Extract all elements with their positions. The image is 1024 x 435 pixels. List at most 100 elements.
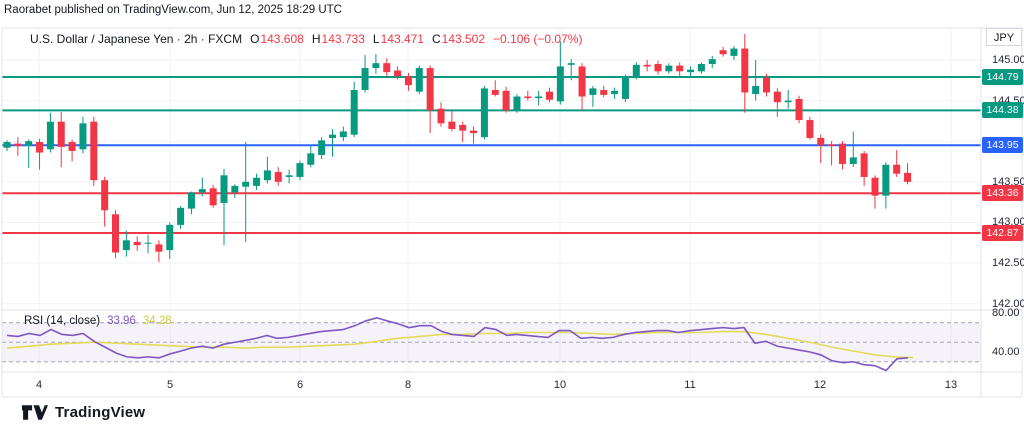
candle-body [144,242,152,244]
time-tick-label: 4 [35,379,43,391]
candle-body [556,66,564,102]
candle-body [274,172,282,182]
candle-body [231,185,239,193]
rsi-ma-line [6,330,914,359]
candle-body [166,224,174,251]
candle-body [708,59,716,64]
candle-body [415,68,423,92]
candle-body [209,188,217,206]
price-level-badge: 144.79 [982,69,1023,85]
candle-body [817,137,825,146]
candle-body [220,175,228,203]
candle-body [68,142,76,151]
candle-body [730,48,738,56]
candle-body [589,88,597,95]
rsi-indicator-label: RSI (14, close) [24,315,101,327]
candle-body [372,63,380,69]
candle-body [719,50,727,55]
candle-body [784,100,792,103]
candle-body [882,164,890,196]
candle-body [296,163,304,177]
candle-body [849,157,857,164]
candle-body [643,64,651,67]
price-tick-label: 40.00 [992,346,1020,358]
candle-body [79,123,87,150]
candle-body [470,130,478,134]
candle-body [361,68,369,90]
open-value: 143.608 [260,32,304,46]
candle-body [491,90,499,95]
price-tick-label: 143.50 [992,176,1024,188]
candle-body [752,85,760,95]
candle-body [459,124,467,131]
price-level-badge: 143.36 [982,185,1023,202]
candle-body [632,64,640,77]
time-tick-label: 10 [553,379,567,391]
candle-body [806,120,814,138]
time-tick-label: 11 [684,379,696,391]
candle-body [307,153,315,165]
low-label: L [372,32,380,46]
change-value: −0.106 (−0.07%) [493,32,583,46]
tradingview-logo[interactable]: TradingView [22,403,145,422]
candle-body [513,96,521,111]
candle-body [480,88,488,138]
candle-body [871,177,879,196]
candle-body [25,141,33,147]
candle-body [285,175,293,177]
candle-body [697,64,705,72]
time-tick-label: 13 [944,379,958,391]
candle-body [654,64,662,72]
candle-body [611,90,619,95]
candle-body [177,207,185,225]
open-label: O [250,32,260,46]
candle-body [578,66,586,97]
symbol-title: U.S. Dollar / Japanese Yen · 2h · FXCM [30,32,243,46]
candle-body [36,142,44,153]
candle-body [828,144,836,147]
price-level-badge: 144.38 [982,102,1023,119]
price-tick-label: 142.00 [992,298,1024,310]
candle-body [676,65,684,72]
candle-body [904,172,912,182]
candle-body [621,77,629,99]
close-value: 143.502 [441,32,486,46]
candle-body [687,69,695,73]
price-tick-label: 142.50 [992,257,1024,269]
candle-body [263,170,271,181]
time-tick-label: 6 [296,379,304,391]
candle-body [535,96,543,99]
candle-body [318,140,326,155]
price-level-badge: 142.87 [982,225,1023,241]
candle-body [448,121,456,129]
candle-body [350,90,358,135]
candle-body [838,143,846,164]
ohlc-low: L 143.471 [373,32,424,46]
time-tick-label: 8 [404,379,412,391]
rsi-value: 33.96 [107,315,136,327]
candle-body [860,153,868,177]
symbol-legend: U.S. Dollar / Japanese Yen · 2h · FXCM O… [30,32,582,46]
candle-body [198,189,206,193]
candle-body [57,121,65,147]
candle-body [404,76,412,86]
candle-body [133,241,141,246]
candle-body [46,121,54,150]
candle-body [394,70,402,77]
candle-body [426,68,434,111]
candle-body [101,180,109,211]
candle-body [567,63,575,65]
currency-axis-label: JPY [986,28,1022,46]
candle-body [763,77,770,93]
time-tick-label: 5 [166,379,174,391]
rsi-ma-value: 34.28 [142,315,172,327]
price-tick-label: 145.00 [992,54,1024,66]
candle-body [339,131,347,138]
candle-body [546,91,553,100]
candle-body [795,98,803,121]
candle-body [665,65,673,72]
rsi-legend: RSI (14, close) 33.96 34.28 [24,315,172,327]
candle-body [3,142,11,148]
